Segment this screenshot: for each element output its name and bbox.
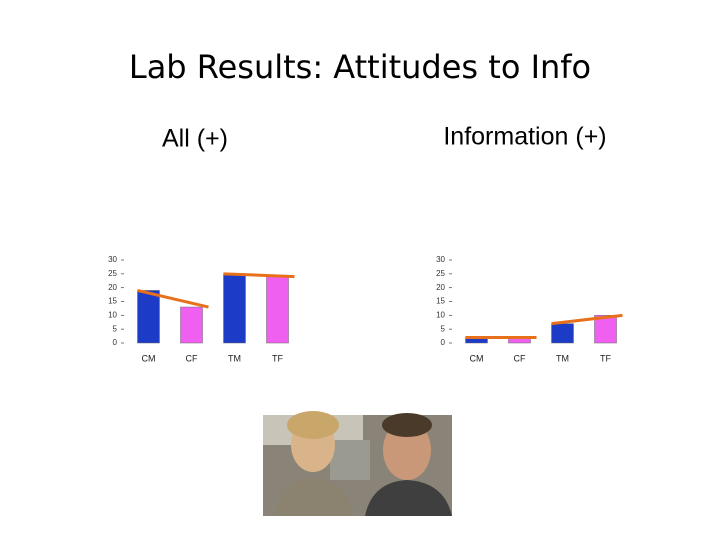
- bar: [223, 273, 246, 344]
- trend-line: [223, 272, 295, 279]
- y-tick-label: 0: [441, 338, 446, 347]
- y-tick-label: 15: [108, 297, 117, 306]
- y-tick-label: 5: [441, 324, 446, 333]
- bar: [137, 290, 160, 344]
- y-tick-label: 30: [436, 255, 445, 264]
- y-tick-label: 30: [108, 255, 117, 264]
- x-tick-label: TM: [228, 353, 241, 363]
- x-tick-label: TF: [272, 353, 283, 363]
- x-tick-label: CF: [514, 353, 526, 363]
- y-tick-label: 10: [108, 310, 117, 319]
- slide-title: Lab Results: Attitudes to Info: [129, 48, 591, 86]
- y-tick-label: 20: [436, 283, 445, 292]
- y-tick-label: 10: [436, 310, 445, 319]
- bar: [266, 276, 289, 344]
- bar: [594, 315, 617, 344]
- trend-line: [551, 313, 623, 326]
- y-tick-label: 25: [436, 269, 445, 278]
- x-tick-label: CM: [142, 353, 156, 363]
- bar: [180, 306, 203, 344]
- y-tick-label: 25: [108, 269, 117, 278]
- y-tick-label: 0: [113, 338, 118, 347]
- x-tick-label: CM: [470, 353, 484, 363]
- y-tick-label: 20: [108, 283, 117, 292]
- bar: [551, 323, 574, 344]
- chart-title: Information (+): [443, 123, 606, 151]
- x-tick-label: TF: [600, 353, 611, 363]
- trend-line: [137, 288, 209, 309]
- y-tick-label: 5: [113, 324, 118, 333]
- chart-title: All (+): [162, 125, 228, 153]
- photo: [263, 411, 452, 516]
- y-tick-label: 15: [436, 297, 445, 306]
- x-tick-label: TM: [556, 353, 569, 363]
- x-tick-label: CF: [186, 353, 198, 363]
